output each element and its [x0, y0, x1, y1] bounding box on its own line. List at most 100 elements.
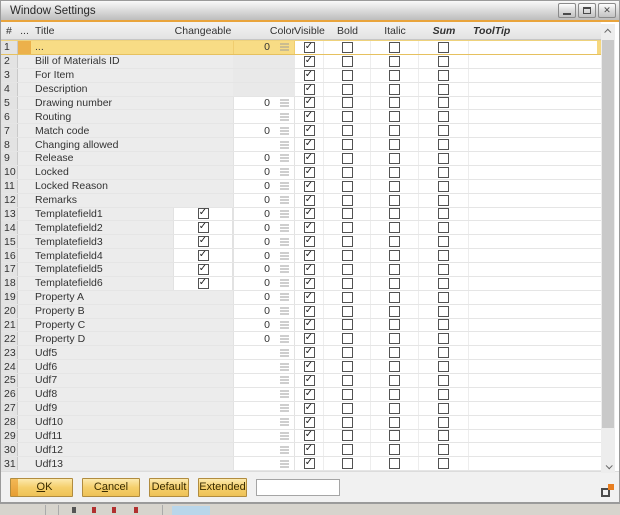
bold-checkbox[interactable]: [341, 333, 353, 345]
title-cell[interactable]: Udf9: [31, 401, 173, 415]
scrollbar-thumb[interactable]: [602, 40, 614, 428]
color-menu-icon[interactable]: [280, 432, 289, 440]
row-indicator[interactable]: [18, 304, 31, 318]
color-menu-icon[interactable]: [280, 335, 289, 343]
color-menu-icon[interactable]: [280, 404, 289, 412]
column-header-bold[interactable]: Bold: [336, 24, 358, 37]
visible-checkbox[interactable]: ✓: [303, 347, 315, 359]
title-cell[interactable]: Property A: [31, 290, 173, 304]
color-menu-icon[interactable]: [280, 418, 289, 426]
row-indicator[interactable]: [18, 387, 31, 401]
table-row[interactable]: 24 Udf6 ✓: [1, 360, 601, 374]
title-cell[interactable]: Release: [31, 152, 173, 165]
color-cell[interactable]: 0: [233, 193, 295, 207]
italic-checkbox[interactable]: [389, 263, 400, 275]
scroll-down-button[interactable]: [601, 459, 615, 473]
visible-checkbox[interactable]: ✓: [303, 402, 315, 414]
tooltip-cell[interactable]: [469, 443, 601, 457]
title-cell[interactable]: Udf7: [31, 374, 173, 387]
row-indicator[interactable]: [18, 124, 31, 138]
title-cell[interactable]: Udf11: [31, 429, 173, 443]
color-menu-icon[interactable]: [280, 376, 289, 384]
visible-checkbox[interactable]: ✓: [303, 125, 315, 137]
table-row[interactable]: 22 Property D 0 ✓: [1, 332, 601, 347]
bold-checkbox[interactable]: [341, 250, 353, 262]
bold-checkbox[interactable]: [341, 263, 353, 275]
row-indicator[interactable]: [18, 68, 31, 82]
scroll-up-button[interactable]: [601, 24, 615, 38]
sum-checkbox[interactable]: [438, 83, 449, 95]
column-header-dots[interactable]: ...: [20, 24, 29, 37]
bold-checkbox[interactable]: [341, 222, 353, 234]
italic-checkbox[interactable]: [389, 250, 400, 262]
tooltip-cell[interactable]: [469, 457, 601, 471]
changeable-cell[interactable]: ✓: [173, 207, 233, 221]
visible-checkbox[interactable]: ✓: [303, 361, 315, 373]
table-row[interactable]: 27 Udf9 ✓: [1, 401, 601, 416]
color-cell[interactable]: 0: [233, 124, 295, 138]
row-indicator[interactable]: [18, 221, 31, 235]
bold-checkbox[interactable]: [341, 97, 353, 109]
tooltip-cell[interactable]: [469, 207, 601, 221]
table-row[interactable]: 10 Locked 0 ✓: [1, 165, 601, 180]
sum-checkbox[interactable]: [438, 458, 449, 470]
sum-checkbox[interactable]: [438, 166, 449, 178]
bold-checkbox[interactable]: [341, 347, 353, 359]
visible-checkbox[interactable]: ✓: [303, 152, 315, 164]
visible-checkbox[interactable]: ✓: [303, 41, 315, 53]
bold-checkbox[interactable]: [341, 416, 353, 428]
visible-checkbox[interactable]: ✓: [303, 208, 315, 220]
color-menu-icon[interactable]: [280, 279, 289, 287]
sum-checkbox[interactable]: [438, 319, 449, 331]
color-menu-icon[interactable]: [280, 349, 289, 357]
italic-checkbox[interactable]: [389, 374, 400, 386]
row-indicator[interactable]: [18, 374, 31, 387]
title-cell[interactable]: Udf13: [31, 457, 173, 471]
row-indicator[interactable]: [18, 110, 31, 124]
row-indicator[interactable]: [18, 138, 31, 151]
default-button[interactable]: Default: [149, 477, 189, 497]
color-cell[interactable]: [233, 429, 295, 443]
bold-checkbox[interactable]: [341, 69, 353, 81]
tooltip-cell[interactable]: [469, 387, 601, 401]
row-indicator[interactable]: [18, 415, 31, 429]
title-cell[interactable]: Bill of Materials ID: [31, 54, 173, 68]
color-menu-icon[interactable]: [280, 154, 289, 162]
color-menu-icon[interactable]: [280, 363, 289, 371]
color-cell[interactable]: 0: [233, 41, 295, 54]
italic-checkbox[interactable]: [389, 152, 400, 164]
italic-checkbox[interactable]: [389, 361, 400, 373]
table-row[interactable]: 1... 0 ✓: [1, 40, 601, 55]
row-indicator[interactable]: [18, 249, 31, 262]
sum-checkbox[interactable]: [438, 444, 449, 456]
tooltip-cell[interactable]: [469, 332, 601, 346]
bold-checkbox[interactable]: [341, 55, 353, 67]
color-menu-icon[interactable]: [280, 224, 289, 232]
color-menu-icon[interactable]: [280, 460, 289, 468]
tooltip-cell[interactable]: [469, 263, 601, 276]
bold-checkbox[interactable]: [341, 180, 353, 192]
sum-checkbox[interactable]: [438, 416, 449, 428]
table-row[interactable]: 30 Udf12 ✓: [1, 443, 601, 458]
row-indicator[interactable]: [18, 263, 31, 276]
changeable-checkbox[interactable]: ✓: [197, 263, 209, 275]
color-menu-icon[interactable]: [280, 196, 289, 204]
footer-input[interactable]: [256, 478, 340, 496]
visible-checkbox[interactable]: ✓: [303, 236, 315, 248]
vertical-scrollbar[interactable]: [601, 24, 615, 473]
sum-checkbox[interactable]: [438, 402, 449, 414]
visible-checkbox[interactable]: ✓: [303, 444, 315, 456]
color-menu-icon[interactable]: [280, 127, 289, 135]
title-cell[interactable]: Match code: [31, 124, 173, 138]
row-indicator[interactable]: [18, 429, 31, 443]
row-indicator[interactable]: [18, 54, 31, 68]
table-row[interactable]: 20 Property B 0 ✓: [1, 304, 601, 319]
italic-checkbox[interactable]: [389, 430, 400, 442]
visible-checkbox[interactable]: ✓: [303, 194, 315, 206]
table-row[interactable]: 2 Bill of Materials ID ✓: [1, 54, 601, 69]
tooltip-cell[interactable]: [469, 304, 601, 318]
italic-checkbox[interactable]: [389, 41, 400, 53]
tooltip-cell[interactable]: [469, 318, 601, 332]
italic-checkbox[interactable]: [389, 458, 400, 470]
